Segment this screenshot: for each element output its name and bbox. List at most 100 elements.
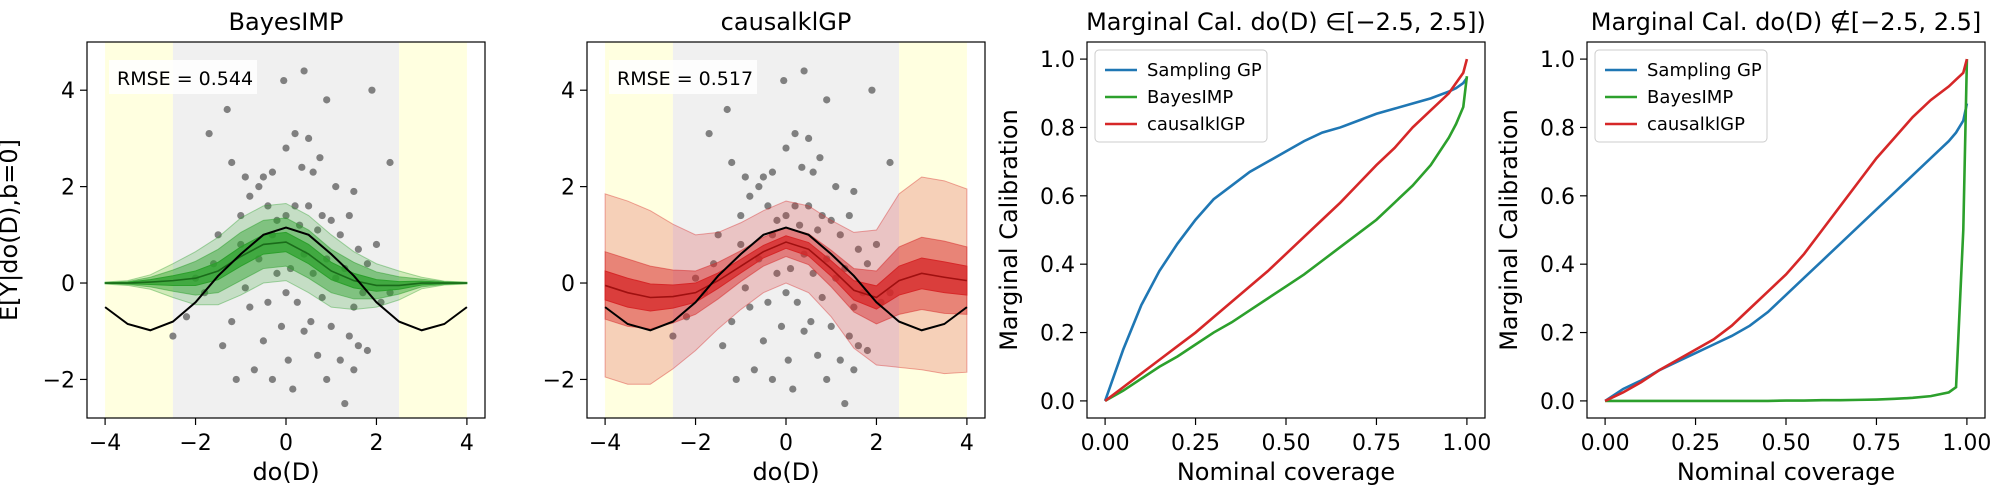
data-point [732, 375, 740, 384]
data-point [773, 269, 781, 277]
data-point [823, 96, 831, 104]
y-tick-label: 0.8 [1040, 116, 1075, 141]
legend-label: causalklGP [1647, 114, 1745, 135]
data-point [359, 289, 367, 297]
data-point [800, 67, 808, 75]
x-tick-label: 0.00 [1581, 431, 1630, 456]
data-point [309, 168, 317, 176]
chart-title: causalklGP [721, 8, 852, 36]
data-point [805, 202, 813, 210]
y-axis-label: E[Y|do(D),b=0] [0, 139, 23, 321]
data-point [791, 129, 799, 138]
data-point [750, 366, 758, 374]
y-tick-label: 0.4 [1040, 253, 1075, 278]
y-tick-label: −2 [43, 368, 75, 393]
data-point [728, 158, 736, 167]
data-point [793, 298, 801, 306]
data-point [205, 129, 213, 138]
plot-frame [586, 41, 986, 419]
data-point [782, 211, 790, 220]
data-point [307, 317, 315, 326]
y-axis-label: Marginal Calibration [1495, 109, 1523, 351]
data-point [768, 168, 777, 176]
data-point [764, 202, 772, 210]
data-point [854, 245, 862, 253]
data-point [782, 289, 790, 297]
data-point [336, 231, 344, 239]
data-point [259, 337, 267, 345]
x-tick-label: 4 [460, 431, 474, 456]
data-point [784, 356, 792, 364]
data-point [363, 346, 372, 355]
x-tick-label: −2 [679, 431, 711, 456]
x-tick-label: −2 [179, 431, 211, 456]
legend-label: causalklGP [1147, 114, 1245, 135]
data-point [250, 366, 258, 374]
x-tick-label: 0.50 [1262, 431, 1311, 456]
data-point [850, 366, 858, 374]
data-point [354, 245, 362, 253]
data-point [264, 298, 272, 306]
data-point [759, 173, 767, 181]
y-tick-label: 0.2 [1040, 322, 1075, 347]
data-point [182, 313, 191, 321]
series-line-bayesimp [1605, 59, 1969, 403]
data-point [345, 211, 353, 220]
rmse-box [109, 60, 257, 94]
rmse-annotation: RMSE = 0.544 [117, 68, 253, 90]
data-point [728, 317, 736, 326]
data-point [807, 317, 815, 326]
x-tick-label: −4 [589, 431, 621, 456]
data-point [868, 86, 876, 94]
data-point [791, 202, 799, 210]
true-function-line [104, 226, 468, 332]
data-point [314, 351, 322, 359]
panel-causalklgp: RMSE = 0.517 −4 −2 0 2 4 −2 0 2 4 causalklGP do(D) [543, 8, 986, 486]
data-point [737, 240, 745, 249]
data-point [327, 216, 335, 224]
data-point [223, 105, 231, 114]
series-line-bayesimp [1104, 76, 1469, 403]
y-tick-label: 0 [61, 272, 75, 297]
data-point [786, 264, 795, 273]
chart-title: Marginal Cal. do(D) ∈[−2.5, 2.5]) [1086, 8, 1486, 36]
rmse-box [609, 60, 757, 94]
data-point [827, 322, 835, 331]
chart-title: BayesIMP [229, 8, 344, 36]
data-point [805, 134, 813, 143]
x-tick-label: −4 [89, 431, 121, 456]
x-tick-label: 1.00 [1942, 431, 1991, 456]
x-tick-label: 2 [869, 431, 883, 456]
data-point [719, 342, 727, 350]
data-point [332, 183, 340, 191]
true-function-line [604, 226, 968, 332]
y-tick-label: 0.0 [1540, 390, 1575, 415]
data-point [293, 298, 301, 306]
series-line-causalklgp [1604, 58, 1969, 403]
data-point [705, 129, 713, 138]
data-point [755, 183, 763, 191]
x-tick-label: 0 [779, 431, 793, 456]
data-point [777, 322, 786, 331]
posterior-mean-line [604, 241, 968, 299]
data-point [714, 231, 722, 239]
data-point [268, 375, 277, 384]
y-tick-label: 1.0 [1540, 48, 1575, 73]
panel-marginal-cal-inside: Sampling GP BayesIMP causalklGP 0.00 0.25 0.5… [995, 8, 1491, 486]
data-point [789, 385, 797, 393]
data-point [386, 289, 394, 297]
data-point [863, 260, 872, 268]
legend-label: Sampling GP [1647, 60, 1762, 81]
data-point [363, 260, 372, 268]
x-axis-label: do(D) [752, 458, 819, 486]
uncertainty-band-outer [604, 176, 968, 385]
series-line-sampling-gp [1604, 103, 1969, 402]
x-tick-label: 0.25 [1171, 431, 1220, 456]
data-point [268, 168, 277, 176]
legend-label: BayesIMP [1647, 87, 1733, 108]
y-tick-label: 1.0 [1040, 48, 1075, 73]
data-point [723, 105, 731, 114]
data-point [323, 375, 331, 384]
data-point [350, 303, 358, 311]
